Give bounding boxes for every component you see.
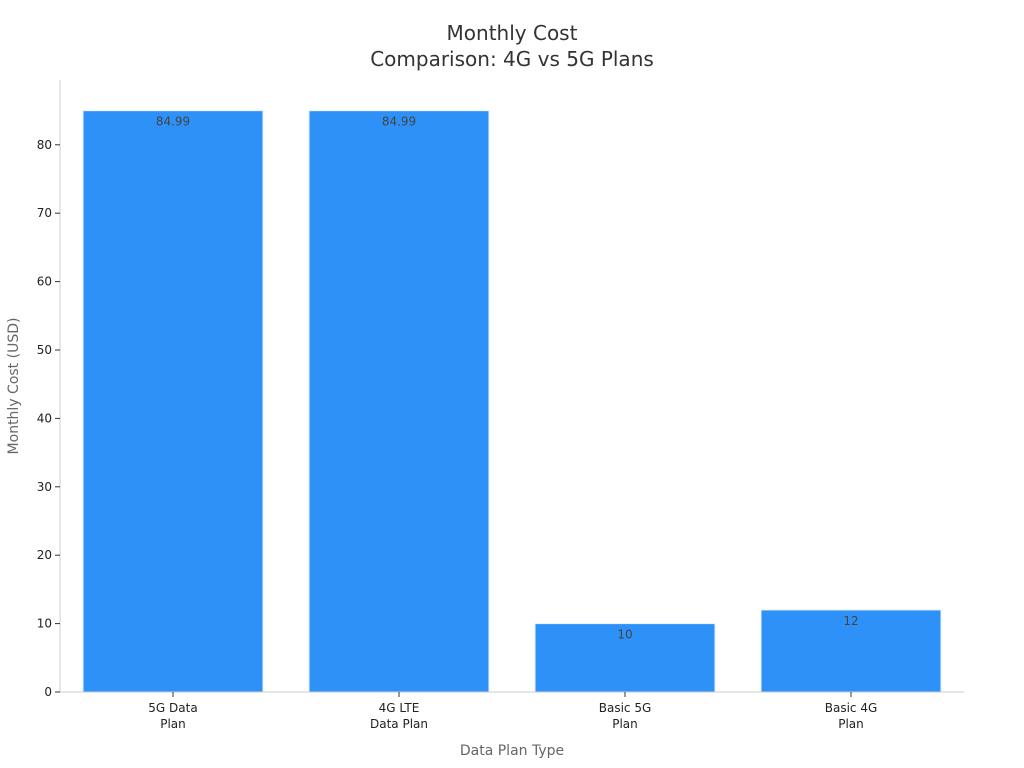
bars-group	[82, 110, 942, 693]
data-label: 10	[617, 628, 632, 642]
y-tick-label: 70	[37, 206, 52, 220]
x-tick-label-line: Plan	[838, 717, 864, 731]
x-tick-label: Basic 5G Plan	[599, 701, 652, 731]
y-tick-label: 0	[44, 685, 52, 699]
y-axis-label: Monthly Cost (USD)	[6, 318, 22, 455]
x-tick-label: Basic 4G Plan	[825, 701, 878, 731]
bar	[534, 623, 716, 693]
y-tick-label: 30	[37, 480, 52, 494]
data-label: 84.99	[382, 115, 416, 129]
y-ticks-group: 0 10 20 30 40 50 60 70 80	[37, 138, 60, 699]
y-tick-label: 20	[37, 548, 52, 562]
x-tick-label: 5G Data Plan	[148, 701, 197, 731]
x-axis-label: Data Plan Type	[460, 743, 564, 759]
x-tick-label-line: Data Plan	[370, 717, 428, 731]
x-tick-label-line: Basic 5G	[599, 701, 652, 715]
y-tick-label: 50	[37, 343, 52, 357]
chart-title-line-1: Monthly Cost	[447, 21, 578, 45]
x-tick-label-line: 5G Data	[148, 701, 197, 715]
y-tick-label: 10	[37, 617, 52, 631]
y-tick-label: 40	[37, 411, 52, 425]
x-tick-label-line: Plan	[612, 717, 638, 731]
y-tick-label: 80	[37, 138, 52, 152]
x-tick-label-line: 4G LTE	[379, 701, 420, 715]
bar	[760, 609, 942, 693]
x-tick-label-line: Plan	[160, 717, 186, 731]
y-tick-label: 60	[37, 275, 52, 289]
bar	[82, 110, 264, 693]
x-tick-label: 4G LTE Data Plan	[370, 701, 428, 731]
data-label: 84.99	[156, 115, 190, 129]
data-label: 12	[843, 614, 858, 628]
chart-title-line-2: Comparison: 4G vs 5G Plans	[370, 47, 654, 71]
bar	[308, 110, 490, 693]
data-labels-group: 84.99 84.99 10 12	[156, 115, 859, 642]
x-tick-label-line: Basic 4G	[825, 701, 878, 715]
